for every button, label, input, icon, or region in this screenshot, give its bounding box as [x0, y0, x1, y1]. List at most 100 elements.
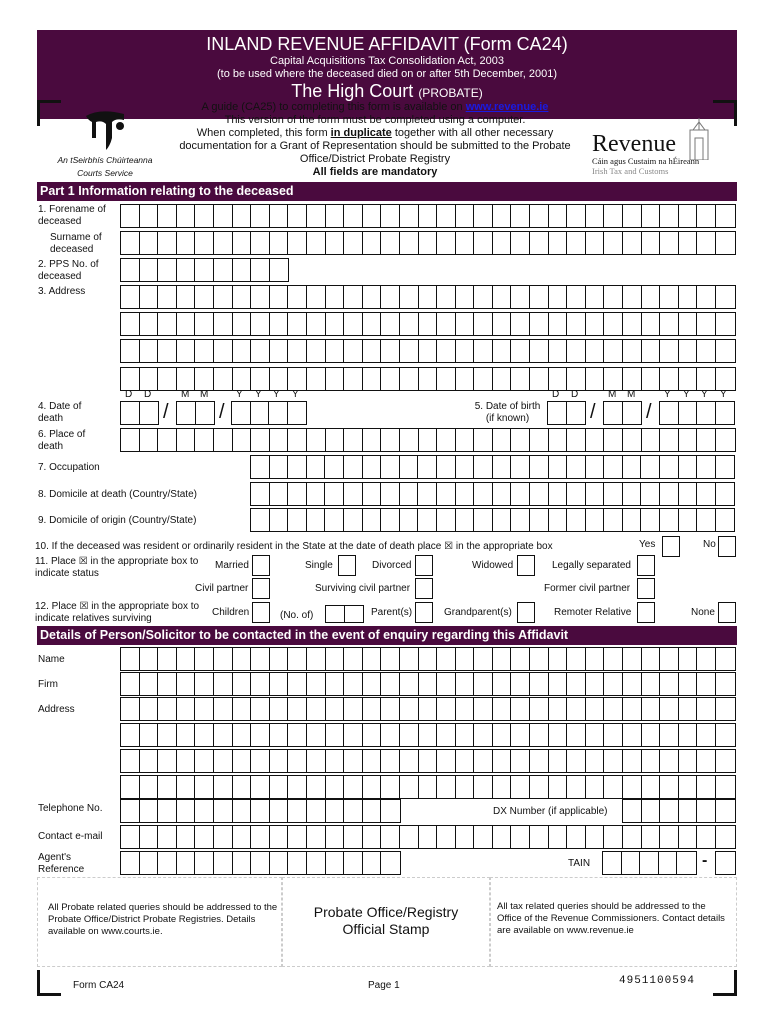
char-cell[interactable]: [697, 429, 716, 451]
char-cell[interactable]: [697, 286, 716, 308]
char-cell[interactable]: [140, 232, 159, 254]
char-cell[interactable]: [251, 509, 270, 531]
char-cell[interactable]: [530, 826, 549, 848]
char-cell[interactable]: [549, 826, 568, 848]
char-cell[interactable]: [567, 313, 586, 335]
char-cell[interactable]: [177, 648, 196, 670]
char-cell[interactable]: [697, 402, 716, 424]
char-cell[interactable]: [177, 826, 196, 848]
char-cell[interactable]: [363, 368, 382, 390]
char-cell[interactable]: [307, 776, 326, 798]
char-cell[interactable]: [177, 402, 196, 424]
char-cell[interactable]: [567, 673, 586, 695]
char-cell[interactable]: [270, 456, 289, 478]
char-cell[interactable]: [363, 456, 382, 478]
char-cell[interactable]: [623, 509, 642, 531]
char-cell[interactable]: [660, 340, 679, 362]
char-cell[interactable]: [140, 259, 159, 281]
address-line-2-input[interactable]: [120, 312, 736, 336]
char-cell[interactable]: [381, 673, 400, 695]
char-cell[interactable]: [623, 456, 642, 478]
char-cell[interactable]: [716, 648, 735, 670]
char-cell[interactable]: [251, 483, 270, 505]
char-cell[interactable]: [437, 750, 456, 772]
char-cell[interactable]: [511, 232, 531, 254]
char-cell[interactable]: [530, 456, 549, 478]
char-cell[interactable]: [121, 826, 140, 848]
char-cell[interactable]: [195, 205, 214, 227]
char-cell[interactable]: [214, 205, 233, 227]
char-cell[interactable]: [177, 673, 196, 695]
char-cell[interactable]: [214, 698, 233, 720]
char-cell[interactable]: [326, 340, 345, 362]
char-cell[interactable]: [251, 402, 270, 424]
char-cell[interactable]: [493, 483, 512, 505]
char-cell[interactable]: [363, 313, 382, 335]
char-cell[interactable]: [419, 776, 438, 798]
char-cell[interactable]: [511, 340, 531, 362]
char-cell[interactable]: [326, 606, 345, 622]
char-cell[interactable]: [530, 286, 549, 308]
char-cell[interactable]: [530, 750, 549, 772]
char-cell[interactable]: [456, 313, 475, 335]
dob-month-input[interactable]: [603, 401, 643, 425]
place-of-death-input[interactable]: [120, 428, 736, 452]
char-cell[interactable]: [493, 776, 512, 798]
widowed-checkbox[interactable]: [517, 555, 535, 576]
char-cell[interactable]: [474, 205, 493, 227]
married-checkbox[interactable]: [252, 555, 270, 576]
char-cell[interactable]: [195, 259, 214, 281]
char-cell[interactable]: [623, 205, 642, 227]
char-cell[interactable]: [288, 826, 307, 848]
char-cell[interactable]: [641, 456, 661, 478]
char-cell[interactable]: [603, 852, 622, 874]
char-cell[interactable]: [121, 648, 140, 670]
char-cell[interactable]: [456, 509, 475, 531]
char-cell[interactable]: [586, 826, 605, 848]
char-cell[interactable]: [530, 698, 549, 720]
char-cell[interactable]: [381, 286, 400, 308]
char-cell[interactable]: [288, 368, 307, 390]
char-cell[interactable]: [326, 368, 345, 390]
telephone-input[interactable]: [120, 799, 401, 823]
char-cell[interactable]: [288, 724, 307, 746]
char-cell[interactable]: [604, 340, 624, 362]
char-cell[interactable]: [511, 698, 531, 720]
forename-input[interactable]: [120, 204, 736, 228]
char-cell[interactable]: [233, 429, 252, 451]
char-cell[interactable]: [177, 313, 196, 335]
char-cell[interactable]: [288, 800, 307, 822]
char-cell[interactable]: [344, 750, 363, 772]
char-cell[interactable]: [288, 750, 307, 772]
char-cell[interactable]: [326, 429, 345, 451]
char-cell[interactable]: [642, 776, 661, 798]
char-cell[interactable]: [493, 648, 512, 670]
char-cell[interactable]: [400, 340, 419, 362]
char-cell[interactable]: [326, 673, 345, 695]
char-cell[interactable]: [307, 800, 326, 822]
char-cell[interactable]: [419, 205, 438, 227]
char-cell[interactable]: [195, 800, 214, 822]
char-cell[interactable]: [586, 724, 605, 746]
char-cell[interactable]: [604, 368, 624, 390]
char-cell[interactable]: [604, 402, 623, 424]
char-cell[interactable]: [659, 852, 678, 874]
tain-suffix-input[interactable]: [715, 851, 736, 875]
char-cell[interactable]: [493, 368, 512, 390]
char-cell[interactable]: [604, 826, 624, 848]
char-cell[interactable]: [233, 368, 252, 390]
char-cell[interactable]: [251, 313, 270, 335]
char-cell[interactable]: [567, 509, 586, 531]
char-cell[interactable]: [121, 429, 140, 451]
char-cell[interactable]: [511, 313, 531, 335]
char-cell[interactable]: [307, 852, 326, 874]
char-cell[interactable]: [121, 232, 140, 254]
grandparents-checkbox[interactable]: [517, 602, 535, 623]
char-cell[interactable]: [679, 340, 698, 362]
char-cell[interactable]: [456, 673, 475, 695]
char-cell[interactable]: [326, 286, 345, 308]
char-cell[interactable]: [679, 750, 698, 772]
char-cell[interactable]: [530, 429, 549, 451]
char-cell[interactable]: [121, 750, 140, 772]
char-cell[interactable]: [456, 483, 475, 505]
